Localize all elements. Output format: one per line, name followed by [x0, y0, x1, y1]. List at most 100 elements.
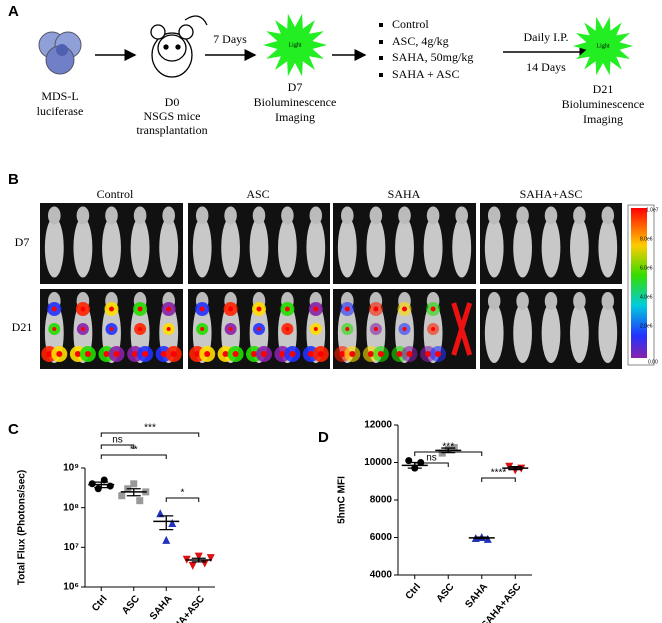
mouse — [452, 217, 472, 278]
signal-spot — [137, 306, 143, 312]
mouse — [598, 303, 618, 363]
x-tick-label: SAHA — [463, 582, 490, 611]
y-tick-label: 10⁹ — [63, 463, 79, 474]
signal-spot — [251, 351, 257, 357]
significance-bracket — [100, 444, 135, 449]
treatment: SAHA, 50mg/kg — [392, 50, 473, 64]
cells-icon — [38, 31, 82, 75]
mouse — [44, 217, 64, 278]
y-axis-label: Total Flux (Photons/sec) — [17, 470, 28, 585]
signal-spot — [289, 351, 296, 357]
mouse — [541, 217, 561, 278]
mouse — [484, 303, 504, 363]
signal-spot — [142, 351, 149, 357]
significance-bracket — [100, 454, 167, 459]
significance-bracket — [414, 462, 449, 467]
mouse-head — [426, 206, 440, 225]
mouse — [306, 217, 326, 278]
signal-spot — [199, 306, 205, 312]
signal-spot — [313, 306, 319, 312]
step-text: transplantation — [136, 123, 207, 137]
mouse — [513, 217, 532, 278]
panel-label: D — [318, 429, 329, 446]
step-text: Bioluminescence — [562, 97, 645, 111]
mouse — [192, 217, 212, 278]
signal-spot — [228, 327, 233, 331]
mouse — [73, 217, 93, 278]
signal-spot — [284, 306, 290, 312]
signal-spot — [349, 351, 356, 357]
signal-spot — [317, 351, 324, 357]
significance-label: *** — [442, 442, 454, 453]
signal-spot — [402, 327, 407, 331]
step-text: Imaging — [275, 110, 315, 124]
x-tick-label: ASC — [435, 582, 457, 605]
signal-spot — [313, 327, 318, 331]
signal-spot — [222, 351, 229, 357]
step-text: D0 — [165, 95, 180, 109]
mouse-head — [573, 292, 586, 310]
mouse — [130, 217, 150, 278]
mouse-head — [544, 206, 558, 225]
signal-spot — [373, 327, 378, 331]
signal-spot — [138, 327, 143, 331]
colorbar-label: 1.0e7 — [646, 207, 659, 213]
signal-spot — [46, 351, 53, 357]
signal-spot — [80, 327, 85, 331]
signal-spot — [425, 351, 432, 357]
error-bar — [508, 465, 523, 471]
mouse — [513, 303, 532, 363]
mouse — [423, 217, 443, 278]
mouse-head — [516, 206, 529, 225]
panel-a: A MDS-L luciferase D0 NSGS mice transpla… — [8, 3, 644, 137]
row-label: D21 — [12, 320, 33, 334]
signal-spot — [435, 351, 442, 357]
step-text: D7 — [288, 80, 303, 94]
mouse-head — [455, 206, 468, 225]
mouse-head — [601, 206, 615, 225]
signal-spot — [339, 351, 346, 357]
mouse — [102, 217, 121, 278]
error-bar — [191, 557, 206, 563]
signal-spot — [109, 327, 114, 331]
row-label: D7 — [15, 235, 30, 249]
column-header: ASC — [246, 187, 269, 201]
mouse-head — [487, 292, 501, 310]
data-point — [118, 492, 126, 500]
arrow-text: Daily I.P. — [524, 30, 569, 44]
panel-label: B — [8, 171, 19, 188]
significance-label: ns — [426, 453, 437, 464]
charts: C Total Flux (Photons/sec) 10⁶ 10⁷ 10⁸ 10⁹ Ctr… — [8, 420, 532, 623]
data-point — [106, 482, 114, 490]
data-point — [130, 480, 138, 488]
treatment: Control — [392, 17, 429, 31]
mouse-head — [224, 206, 237, 225]
significance-label: ** — [130, 445, 138, 456]
panel-label: C — [8, 421, 19, 438]
y-tick-label: 12000 — [364, 420, 392, 431]
light-burst — [263, 13, 327, 77]
light-text: Light — [289, 42, 302, 48]
signal-spot — [52, 327, 57, 331]
y-tick-label: 4000 — [370, 570, 393, 581]
signal-spot — [373, 306, 379, 312]
mouse — [159, 217, 179, 278]
significance-label: **** — [491, 468, 507, 479]
signal-spot — [344, 306, 350, 312]
step-text: NSGS mice — [144, 109, 201, 123]
cells-text: MDS-L — [41, 89, 78, 103]
mouse-head — [252, 206, 266, 225]
mouse-head — [162, 206, 175, 225]
colorbar-label: 6.0e6 — [640, 265, 653, 271]
mouse — [598, 217, 618, 278]
mouse — [570, 303, 589, 363]
signal-spot — [84, 351, 91, 357]
mouse — [484, 217, 504, 278]
mouse-icon — [150, 15, 208, 78]
colorbar-label: 4.0e6 — [640, 294, 653, 300]
mouse — [541, 303, 561, 363]
mouse-head — [76, 206, 90, 225]
y-tick-label: 10⁷ — [64, 542, 79, 553]
signal-spot — [256, 306, 262, 312]
signal-spot — [204, 351, 211, 357]
